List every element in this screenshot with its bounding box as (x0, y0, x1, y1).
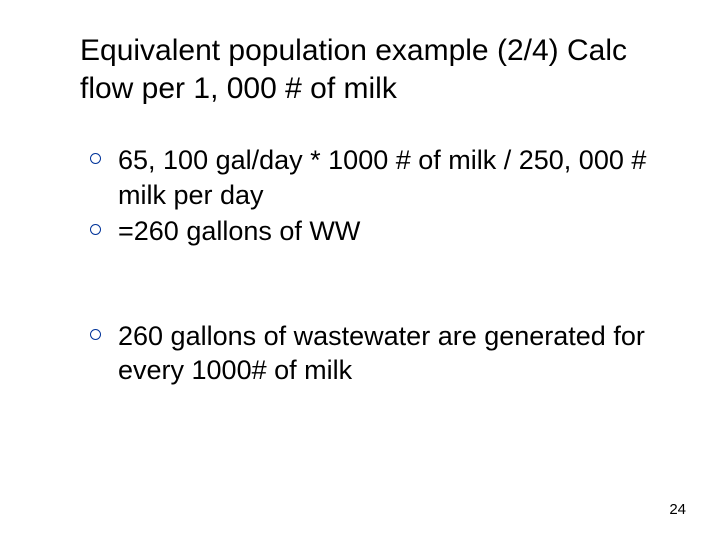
bullet-item: 65, 100 gal/day * 1000 # of milk / 250, … (90, 143, 672, 212)
bullet-item: =260 gallons of WW (90, 214, 672, 249)
slide-container: Equivalent population example (2/4) Calc… (0, 0, 720, 540)
bullet-marker-icon (90, 319, 118, 340)
slide-title: Equivalent population example (2/4) Calc… (80, 32, 672, 107)
bullet-marker-icon (90, 143, 118, 164)
bullet-text: 65, 100 gal/day * 1000 # of milk / 250, … (118, 143, 672, 212)
bullet-marker-icon (90, 214, 118, 235)
bullet-text: 260 gallons of wastewater are generated … (118, 319, 672, 388)
bullet-list: 65, 100 gal/day * 1000 # of milk / 250, … (80, 143, 672, 388)
spacer (90, 251, 672, 319)
bullet-item: 260 gallons of wastewater are generated … (90, 319, 672, 388)
page-number: 24 (669, 501, 686, 518)
bullet-text: =260 gallons of WW (118, 214, 672, 249)
